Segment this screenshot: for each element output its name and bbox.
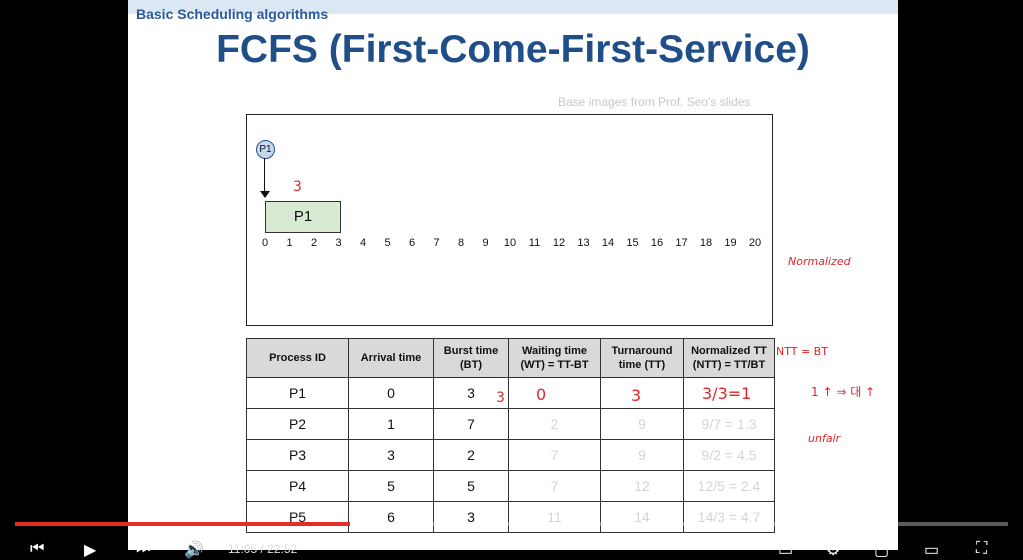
header-process-id: Process ID bbox=[246, 338, 349, 378]
annotation-p1-tt: 3 bbox=[631, 386, 642, 405]
time-tick: 18 bbox=[699, 237, 713, 249]
time-tick: 15 bbox=[626, 237, 639, 249]
time-tick: 19 bbox=[724, 237, 737, 249]
header-burst-time: Burst time (BT) bbox=[433, 338, 509, 378]
annotation-normalized: Normalized bbox=[788, 255, 851, 268]
time-tick: 0 bbox=[261, 237, 269, 249]
time-tick: 4 bbox=[359, 237, 367, 249]
time-tick: 8 bbox=[457, 237, 465, 249]
table-row: P5 6 3 11 14 14/3 = 4.7 bbox=[246, 501, 775, 533]
time-tick: 9 bbox=[482, 237, 489, 249]
cell-id: P4 bbox=[246, 470, 349, 502]
progress-bar[interactable] bbox=[15, 522, 1008, 526]
theater-icon[interactable]: ▭ bbox=[924, 542, 940, 559]
cell-arrival: 0 bbox=[348, 377, 434, 409]
volume-icon[interactable]: 🔊 bbox=[184, 542, 204, 559]
time-tick: 10 bbox=[503, 237, 517, 249]
slide-title: FCFS (First-Come-First-Service) bbox=[216, 28, 810, 71]
gantt-chart: P1 P1 3 0 1 2 3 4 5 6 7 8 9 10 11 12 13 14 15 16 17 18 19 20 bbox=[246, 114, 773, 326]
block-annotation: 3 bbox=[293, 179, 302, 195]
time-display: 11:05 / 22:52 bbox=[228, 542, 298, 556]
cell-arrival: 6 bbox=[348, 501, 434, 533]
cell-tt: 12 bbox=[600, 470, 684, 502]
time-total: 22:52 bbox=[267, 542, 298, 556]
gantt-block-p1: P1 bbox=[265, 201, 341, 233]
cell-ntt: 14/3 = 4.7 bbox=[683, 501, 775, 533]
annotation-p1-wt: 0 bbox=[536, 385, 547, 404]
cell-burst: 2 bbox=[433, 439, 509, 471]
cell-tt: 14 bbox=[600, 501, 684, 533]
time-tick: 1 bbox=[286, 237, 293, 249]
slide-top-bar bbox=[128, 0, 898, 14]
annotation-burst-mark: 3 bbox=[496, 390, 505, 406]
time-tick: 3 bbox=[335, 237, 342, 249]
time-tick: 12 bbox=[552, 237, 566, 249]
table-row: P3 3 2 7 9 9/2 = 4.5 bbox=[246, 439, 775, 471]
arrival-arrow-line bbox=[264, 158, 265, 192]
table-row: P4 5 5 7 12 12/5 = 2.4 bbox=[246, 470, 775, 502]
annotation-up-arrow: 1 ↑ ⇒ 대 ↑ bbox=[811, 385, 876, 399]
p1-arrival-circle: P1 bbox=[256, 140, 275, 159]
play-icon[interactable]: ▶ bbox=[84, 542, 97, 559]
process-table: Process ID Arrival time Burst time (BT) … bbox=[246, 338, 775, 533]
cell-tt bbox=[600, 377, 684, 409]
header-waiting-time: Waiting time (WT) = TT-BT bbox=[508, 338, 601, 378]
time-tick: 17 bbox=[675, 237, 688, 249]
time-tick: 6 bbox=[408, 237, 416, 249]
cell-wt: 7 bbox=[508, 439, 601, 471]
cell-id: P3 bbox=[246, 439, 349, 471]
cell-arrival: 5 bbox=[348, 470, 434, 502]
cell-tt: 9 bbox=[600, 408, 684, 440]
annotation-p1-ntt: 3/3=1 bbox=[702, 384, 752, 403]
table-row: P1 0 3 bbox=[246, 377, 775, 409]
cell-burst: 3 bbox=[433, 501, 509, 533]
video-player-controls: ⏮ ▶ ⏭ 🔊 11:05 / 22:52 ▭ ⚙ ▢ ▭ ⛶ bbox=[0, 510, 1023, 559]
table-header-row: Process ID Arrival time Burst time (BT) … bbox=[246, 338, 775, 378]
table-row: P2 1 7 2 9 9/7 = 1.3 bbox=[246, 408, 775, 440]
cell-ntt: 9/2 = 4.5 bbox=[683, 439, 775, 471]
header-turnaround-time: Turnaround time (TT) bbox=[600, 338, 684, 378]
progress-bar-fill bbox=[15, 522, 350, 526]
image-credit: Base images from Prof. Seo's slides bbox=[558, 95, 751, 109]
cell-burst: 5 bbox=[433, 470, 509, 502]
time-tick: 5 bbox=[384, 237, 391, 249]
cell-wt: 2 bbox=[508, 408, 601, 440]
header-normalized-tt: Normalized TT (NTT) = TT/BT bbox=[683, 338, 775, 378]
cell-id: P2 bbox=[246, 408, 349, 440]
cell-id: P1 bbox=[246, 377, 349, 409]
cell-id: P5 bbox=[246, 501, 349, 533]
previous-icon[interactable]: ⏮ bbox=[30, 540, 45, 557]
header-arrival-time: Arrival time bbox=[348, 338, 434, 378]
cell-arrival: 3 bbox=[348, 439, 434, 471]
cell-ntt: 9/7 = 1.3 bbox=[683, 408, 775, 440]
section-title: Basic Scheduling algorithms bbox=[136, 6, 329, 22]
annotation-ntt-bt: NTT = BT bbox=[776, 345, 828, 358]
miniplayer-icon[interactable]: ▢ bbox=[874, 542, 890, 559]
next-icon[interactable]: ⏭ bbox=[136, 540, 151, 557]
subtitles-icon[interactable]: ▭ bbox=[778, 542, 794, 559]
fullscreen-icon[interactable]: ⛶ bbox=[976, 540, 988, 557]
cell-wt bbox=[508, 377, 601, 409]
arrow-down-icon bbox=[260, 191, 270, 198]
cell-tt: 9 bbox=[600, 439, 684, 471]
time-tick: 20 bbox=[748, 237, 762, 249]
time-tick: 16 bbox=[650, 237, 664, 249]
cell-wt: 7 bbox=[508, 470, 601, 502]
cell-arrival: 1 bbox=[348, 408, 434, 440]
time-tick: 2 bbox=[310, 237, 318, 249]
gear-icon[interactable]: ⚙ bbox=[826, 542, 841, 559]
cell-ntt: 12/5 = 2.4 bbox=[683, 470, 775, 502]
time-tick: 7 bbox=[433, 237, 440, 249]
time-tick: 11 bbox=[528, 237, 541, 249]
slide: Basic Scheduling algorithms FCFS (First-… bbox=[128, 0, 898, 550]
time-current: 11:05 bbox=[228, 542, 258, 556]
time-tick: 13 bbox=[577, 237, 590, 249]
cell-burst: 7 bbox=[433, 408, 509, 440]
cell-ntt bbox=[683, 377, 775, 409]
time-tick: 14 bbox=[601, 237, 615, 249]
annotation-unfair: unfair bbox=[808, 432, 841, 445]
